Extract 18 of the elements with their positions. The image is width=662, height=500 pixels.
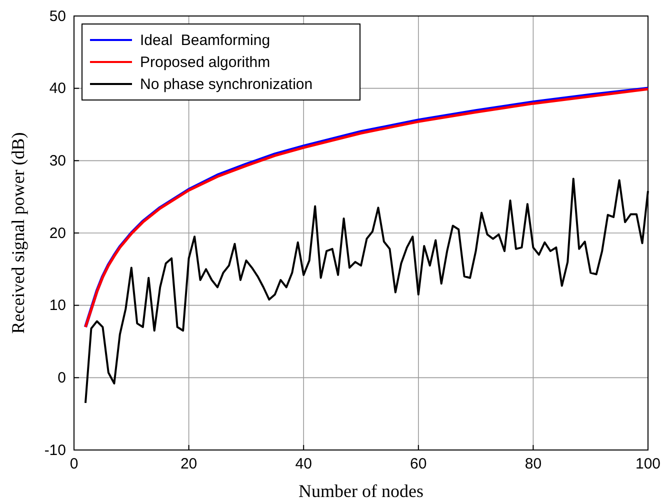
- y-tick-label: 0: [58, 369, 66, 386]
- x-axis-title: Number of nodes: [298, 481, 424, 500]
- y-tick-label: -10: [44, 442, 66, 459]
- legend-label: Proposed algorithm: [140, 54, 270, 71]
- y-tick-label: 20: [49, 224, 66, 242]
- legend-label: Ideal Beamforming: [140, 32, 270, 49]
- y-tick-label: 10: [49, 297, 66, 314]
- x-tick-label: 0: [70, 456, 78, 473]
- x-tick-label: 100: [635, 456, 661, 473]
- x-tick-label: 80: [524, 456, 542, 473]
- x-tick-label: 20: [180, 456, 198, 473]
- y-tick-label: 30: [49, 152, 66, 170]
- y-tick-label: 40: [49, 80, 66, 98]
- y-axis-title: Received signal power (dB): [8, 132, 28, 334]
- legend-label: No phase synchronization: [140, 76, 313, 93]
- x-tick-label: 40: [295, 456, 312, 473]
- y-tick-label: 50: [49, 8, 66, 25]
- x-tick-label: 60: [410, 456, 427, 473]
